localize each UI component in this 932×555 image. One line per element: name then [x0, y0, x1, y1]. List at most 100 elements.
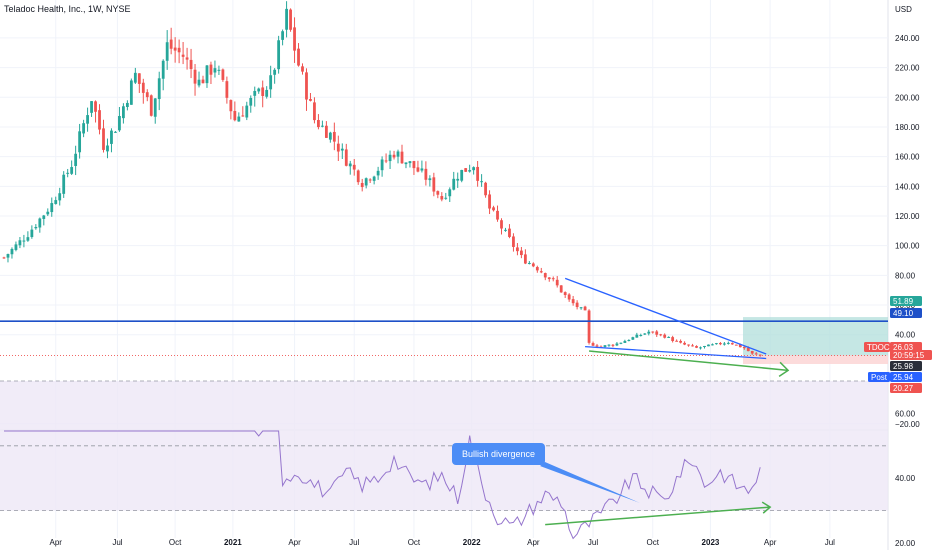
candle-body — [225, 81, 229, 98]
candle-body — [305, 72, 308, 100]
candle-body — [595, 345, 599, 347]
price-tag-box[interactable] — [890, 372, 922, 382]
candle-body — [153, 98, 157, 117]
candle-body — [504, 229, 507, 231]
price-tag-box[interactable] — [890, 361, 922, 371]
candle-body — [416, 167, 420, 172]
candle-body — [615, 343, 619, 346]
price-tag-label: TDOC — [867, 343, 890, 352]
candle-body — [531, 263, 535, 267]
price-tag-box[interactable] — [890, 296, 922, 306]
wedge-upper-line[interactable] — [564, 277, 767, 355]
candle-body — [559, 285, 563, 293]
candle-body — [484, 182, 487, 196]
projection-arrow-line[interactable] — [588, 350, 789, 372]
candle-body — [213, 68, 217, 73]
price-tag-box[interactable] — [864, 342, 890, 352]
rsi-tick-label: 60.00 — [895, 409, 916, 418]
price-tick-label: 160.00 — [895, 153, 920, 162]
candle-body — [516, 247, 519, 252]
candle-body — [205, 65, 209, 84]
candle-body — [691, 345, 694, 347]
wedge-lower-line[interactable] — [585, 345, 767, 360]
candle-body — [177, 47, 181, 53]
rsi-divergence-arrowhead — [761, 501, 772, 514]
candle-body — [94, 101, 97, 112]
candle-body — [237, 116, 241, 122]
price-tick-label: 180.00 — [895, 123, 920, 132]
time-tick-label: Jul — [825, 538, 835, 547]
candle-body — [468, 170, 472, 172]
price-tick-label: 240.00 — [895, 34, 920, 43]
candle-body — [651, 331, 655, 333]
price-tag-box[interactable] — [890, 342, 922, 352]
candle-body — [6, 254, 10, 258]
target-zone[interactable] — [743, 317, 888, 356]
rsi-divergence-line[interactable] — [545, 506, 771, 526]
candle-body — [161, 60, 165, 79]
candle-body — [376, 170, 380, 176]
candle-body — [328, 132, 332, 140]
time-tick-label: Apr — [50, 538, 63, 547]
bullish-divergence-callout[interactable]: Bullish divergence — [452, 443, 640, 503]
candle-body — [591, 343, 595, 346]
time-axis[interactable]: Apr Jul Oct 2021 Apr Jul Oct 2022 Apr Jul Oct 2023 A… — [50, 538, 836, 547]
candle-body — [372, 176, 376, 181]
rsi-line — [4, 430, 761, 540]
candle-body — [173, 47, 177, 51]
candle-body — [687, 344, 690, 346]
candle-body — [317, 120, 320, 128]
candle-body — [261, 87, 265, 96]
candle-body — [340, 148, 344, 151]
drawings-layer[interactable] — [0, 277, 888, 377]
candle-body — [583, 306, 587, 311]
rsi-pane: Bullish divergence — [0, 380, 888, 540]
candle-body — [567, 294, 571, 300]
candle-body — [129, 80, 133, 105]
price-tag-box[interactable] — [890, 350, 932, 360]
candle-body — [90, 101, 93, 113]
price-tag-box[interactable] — [890, 308, 922, 318]
candle-body — [754, 353, 758, 355]
candle-body — [54, 200, 58, 204]
candle-body — [527, 262, 531, 264]
candle-body — [647, 331, 651, 334]
price-tag-box[interactable] — [890, 383, 922, 393]
candle-body — [253, 90, 257, 96]
candle-body — [125, 102, 129, 107]
price-tag-box[interactable] — [868, 372, 890, 382]
candle-body — [722, 343, 726, 345]
price-tag-label: Post — [871, 373, 888, 382]
candle-body — [181, 54, 185, 57]
candle-body — [197, 79, 201, 86]
candle-body — [70, 167, 74, 174]
candle-body — [384, 160, 388, 162]
candle-body — [229, 100, 233, 112]
candle-body — [293, 27, 296, 51]
candle-body — [492, 207, 495, 211]
candle-body — [352, 164, 356, 170]
candle-body — [332, 131, 336, 142]
candle-body — [663, 334, 667, 338]
candle-body — [285, 8, 288, 30]
stop-zone[interactable] — [743, 355, 888, 365]
candle-body — [356, 170, 360, 183]
price-axis[interactable]: USD 240.00 220.00 200.00 180.00 160.00 140.00 1… — [864, 5, 932, 548]
time-tick-label: Jul — [588, 538, 598, 547]
candle-body — [324, 125, 328, 138]
candle-body — [336, 143, 340, 152]
candle-body — [420, 168, 424, 171]
candle-body — [10, 248, 14, 255]
candle-body — [635, 334, 639, 338]
price-tick-label: 40.00 — [895, 331, 916, 340]
candle-body — [297, 48, 300, 66]
candle-body — [464, 168, 468, 172]
candle-body — [157, 78, 161, 100]
candle-body — [639, 334, 643, 336]
candle-body — [344, 149, 348, 166]
candle-body — [535, 267, 539, 271]
candle-body — [655, 331, 659, 335]
candle-body — [360, 182, 364, 188]
